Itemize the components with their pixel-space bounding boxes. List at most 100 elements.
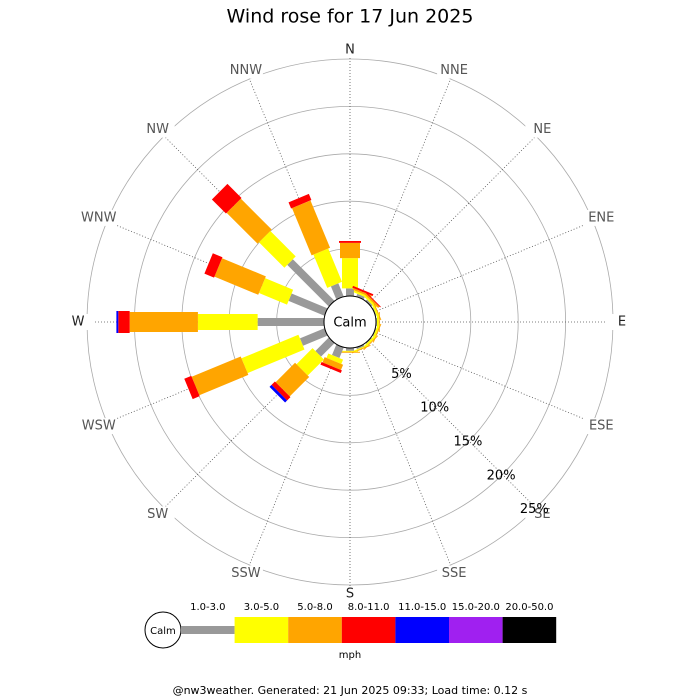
spoke — [368, 340, 542, 514]
wind-bar-segment — [315, 337, 335, 357]
direction-label: WSW — [82, 419, 116, 434]
ring-label: 15% — [453, 434, 482, 449]
wind-bar-segment — [288, 193, 312, 209]
wind-bar-segment — [288, 293, 328, 316]
wind-bar-segment — [364, 291, 381, 308]
wind-bar-segment — [197, 314, 258, 330]
wind-bar-segment — [313, 248, 342, 288]
direction-label: SSW — [231, 566, 261, 581]
ring-label: 10% — [420, 401, 449, 416]
legend-label: 3.0-5.0 — [244, 602, 279, 613]
wind-bar-segment — [118, 311, 130, 333]
spoke — [158, 130, 332, 304]
direction-label: ESE — [589, 419, 614, 434]
wind-bar-segment — [346, 288, 354, 296]
direction-label-bg — [140, 121, 175, 138]
legend-swatch — [449, 617, 503, 643]
wind-bar-segment — [340, 351, 360, 353]
direction-label: NNW — [230, 63, 262, 78]
spoke — [99, 331, 327, 427]
wind-bar-segment — [291, 200, 331, 256]
legend-label: 8.0-11.0 — [348, 602, 390, 613]
wind-bar-segment — [241, 334, 305, 374]
wind-bar-segment — [116, 311, 119, 333]
direction-label-bg — [333, 586, 367, 602]
ring-label: 25% — [520, 502, 549, 517]
unit-label: mph — [339, 650, 361, 661]
wind-bar-segment — [184, 375, 200, 400]
footer: @nw3weather. Generated: 21 Jun 2025 09:3… — [173, 684, 528, 697]
legend-swatch — [502, 617, 557, 643]
wind-bar-segment — [258, 278, 294, 305]
direction-label-bg — [525, 121, 560, 138]
wind-bar-segment — [342, 350, 358, 352]
calm-label: Calm — [333, 316, 366, 331]
wind-bar-segment — [320, 361, 342, 374]
direction-label-bg — [61, 314, 95, 330]
spoke — [373, 331, 601, 427]
direction-label: NE — [533, 122, 551, 137]
wind-bar-segment — [363, 335, 377, 349]
legend-swatch — [234, 617, 289, 643]
wind-bar-segment — [271, 381, 291, 401]
wind-bar-segment — [365, 299, 373, 307]
direction-label-bg — [81, 418, 116, 435]
direction-label-bg — [584, 418, 619, 435]
direction-label: SE — [534, 507, 550, 522]
spoke — [245, 71, 341, 299]
direction-label-bg — [140, 506, 175, 523]
wind-bar-segment — [346, 348, 354, 351]
direction-label: SSE — [442, 566, 467, 581]
legend-label: 5.0-8.0 — [297, 602, 332, 613]
wind-bar-segment — [352, 285, 374, 297]
wind-bar-segment — [129, 312, 198, 332]
wind-bar-segment — [211, 183, 242, 214]
spoke — [359, 345, 455, 573]
legend-label: 20.0-50.0 — [505, 602, 553, 613]
spoke — [158, 340, 332, 514]
legend-swatch — [181, 626, 235, 634]
wind-bar-segment — [287, 259, 335, 307]
legend-swatch — [395, 617, 449, 643]
direction-label-bg — [228, 565, 263, 582]
wind-bar-segment — [339, 241, 361, 243]
direction-label: E — [618, 315, 626, 330]
wind-bar-segment — [332, 344, 344, 359]
legend-swatch — [288, 617, 342, 643]
direction-label-bg — [228, 62, 263, 79]
wind-bar-segment — [257, 318, 324, 326]
legend-swatch — [341, 617, 396, 643]
ring-label: 20% — [487, 468, 516, 483]
direction-label: NNE — [440, 63, 468, 78]
wind-bar-segment — [191, 356, 249, 396]
legend-calm-label: Calm — [150, 626, 176, 637]
wind-bar-segment — [299, 328, 328, 346]
spoke — [368, 130, 542, 304]
wind-bar-segment — [356, 344, 365, 350]
direction-label-bg — [437, 62, 472, 79]
legend-label: 1.0-3.0 — [190, 602, 225, 613]
spoke — [373, 217, 601, 313]
wind-bar-segment — [342, 258, 358, 289]
direction-label: S — [346, 587, 354, 602]
direction-label-bg — [437, 565, 472, 582]
wind-bar-segment — [353, 344, 369, 352]
calm-circle — [323, 295, 377, 349]
ring-label: 5% — [391, 367, 412, 382]
spoke — [245, 345, 341, 573]
wind-bar-segment — [258, 230, 296, 268]
wind-bar-segment — [275, 362, 310, 397]
wind-bar-segment — [363, 292, 380, 309]
wind-bar-segment — [326, 353, 344, 364]
wind-bar-segment — [330, 283, 344, 300]
wind-bar-segment — [214, 258, 266, 295]
direction-label-bg — [584, 209, 619, 226]
direction-label: N — [345, 43, 355, 58]
direction-label-bg — [605, 314, 639, 330]
wind-bar-segment — [226, 198, 272, 244]
wind-bar-segment — [356, 293, 365, 300]
spoke — [359, 71, 455, 299]
direction-label-bg — [525, 506, 560, 523]
legend-label: 11.0-15.0 — [398, 602, 446, 613]
